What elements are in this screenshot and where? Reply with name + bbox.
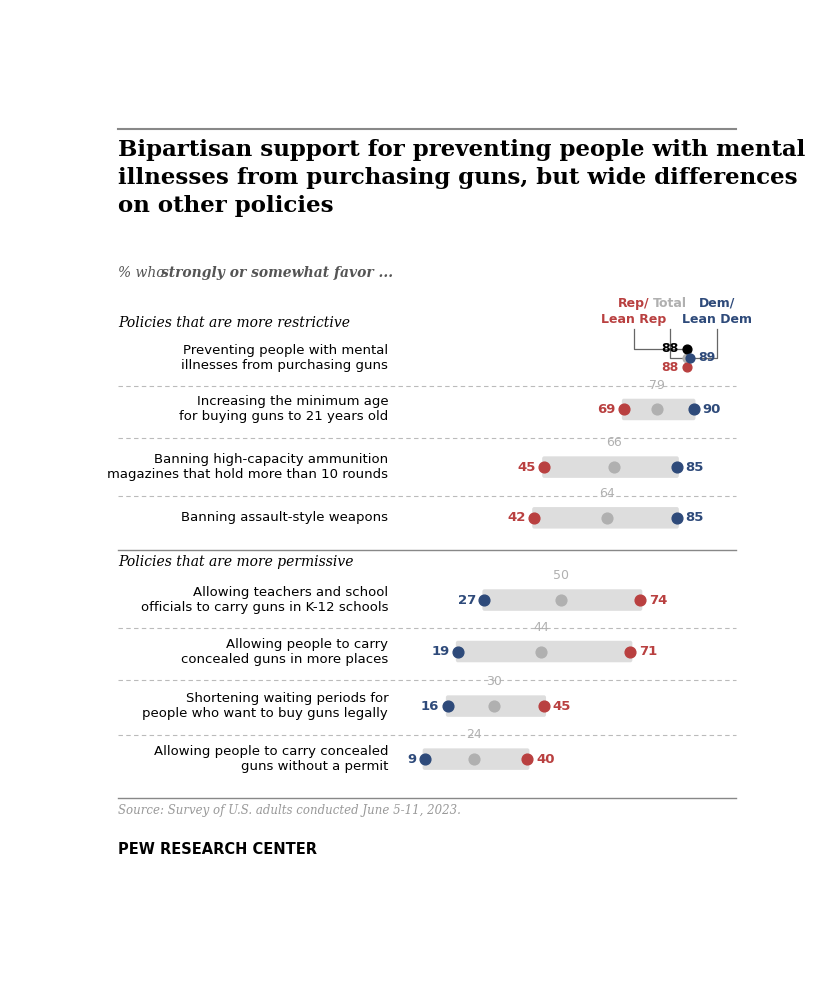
Point — [684, 350, 697, 366]
Text: 66: 66 — [606, 436, 622, 449]
Point — [624, 644, 638, 660]
Point — [468, 751, 481, 767]
Text: Policies that are more restrictive: Policies that are more restrictive — [118, 315, 350, 329]
Text: 50: 50 — [553, 570, 569, 583]
Point — [441, 699, 454, 715]
FancyBboxPatch shape — [456, 641, 633, 663]
Text: 16: 16 — [421, 700, 439, 713]
Point — [538, 699, 551, 715]
Point — [487, 699, 501, 715]
Point — [687, 401, 701, 417]
Point — [650, 401, 664, 417]
Point — [633, 592, 647, 608]
Point — [670, 459, 684, 475]
Text: Bipartisan support for preventing people with mental
illnesses from purchasing g: Bipartisan support for preventing people… — [118, 139, 806, 217]
Text: 9: 9 — [407, 752, 416, 765]
Text: Banning assault-style weapons: Banning assault-style weapons — [181, 511, 388, 524]
Text: Total: Total — [654, 296, 687, 309]
Text: % who: % who — [118, 265, 169, 279]
Point — [534, 644, 548, 660]
Text: 40: 40 — [536, 752, 554, 765]
FancyBboxPatch shape — [482, 589, 643, 611]
Text: 90: 90 — [702, 403, 721, 416]
Text: Banning high-capacity ammunition
magazines that hold more than 10 rounds: Banning high-capacity ammunition magazin… — [108, 453, 388, 481]
Text: 85: 85 — [685, 461, 704, 474]
Text: 19: 19 — [431, 645, 449, 658]
Point — [607, 459, 621, 475]
Text: 85: 85 — [685, 511, 704, 524]
Text: 42: 42 — [507, 511, 526, 524]
Text: 88: 88 — [661, 360, 679, 373]
Text: 74: 74 — [648, 594, 667, 607]
Point — [521, 751, 534, 767]
Text: 88: 88 — [661, 342, 679, 355]
FancyBboxPatch shape — [423, 748, 529, 769]
Text: 64: 64 — [599, 487, 615, 500]
FancyBboxPatch shape — [622, 399, 696, 420]
Text: 71: 71 — [639, 645, 657, 658]
Text: Preventing people with mental
illnesses from purchasing guns: Preventing people with mental illnesses … — [181, 344, 388, 372]
Text: Allowing people to carry
concealed guns in more places: Allowing people to carry concealed guns … — [181, 638, 388, 666]
Point — [528, 510, 541, 526]
Point — [617, 401, 631, 417]
Text: 89: 89 — [699, 351, 716, 364]
Text: 27: 27 — [458, 594, 476, 607]
Point — [538, 459, 551, 475]
Point — [670, 510, 684, 526]
Text: Policies that are more permissive: Policies that are more permissive — [118, 556, 354, 570]
Point — [417, 751, 431, 767]
Text: Shortening waiting periods for
people who want to buy guns legally: Shortening waiting periods for people wh… — [143, 692, 388, 721]
Point — [478, 592, 491, 608]
Point — [451, 644, 465, 660]
Text: 24: 24 — [466, 729, 482, 742]
Point — [680, 359, 694, 375]
Point — [601, 510, 614, 526]
FancyBboxPatch shape — [685, 349, 691, 366]
Text: 30: 30 — [486, 676, 502, 689]
Point — [680, 350, 694, 366]
FancyBboxPatch shape — [533, 507, 679, 529]
Text: 44: 44 — [533, 621, 549, 634]
Point — [680, 340, 694, 356]
Text: Increasing the minimum age
for buying guns to 21 years old: Increasing the minimum age for buying gu… — [179, 395, 388, 423]
FancyBboxPatch shape — [542, 456, 679, 478]
Text: Dem/
Lean Dem: Dem/ Lean Dem — [682, 296, 752, 325]
Text: PEW RESEARCH CENTER: PEW RESEARCH CENTER — [118, 842, 317, 857]
Text: strongly or somewhat favor ...: strongly or somewhat favor ... — [161, 265, 393, 279]
Text: 45: 45 — [553, 700, 571, 713]
FancyBboxPatch shape — [446, 696, 546, 717]
Text: 45: 45 — [517, 461, 536, 474]
Text: 79: 79 — [649, 379, 665, 392]
Text: Source: Survey of U.S. adults conducted June 5-11, 2023.: Source: Survey of U.S. adults conducted … — [118, 803, 461, 816]
Point — [554, 592, 568, 608]
Text: Rep/
Lean Rep: Rep/ Lean Rep — [601, 296, 666, 325]
Text: Allowing people to carry concealed
guns without a permit: Allowing people to carry concealed guns … — [154, 746, 388, 773]
Text: Allowing teachers and school
officials to carry guns in K-12 schools: Allowing teachers and school officials t… — [140, 586, 388, 614]
Text: 69: 69 — [597, 403, 616, 416]
